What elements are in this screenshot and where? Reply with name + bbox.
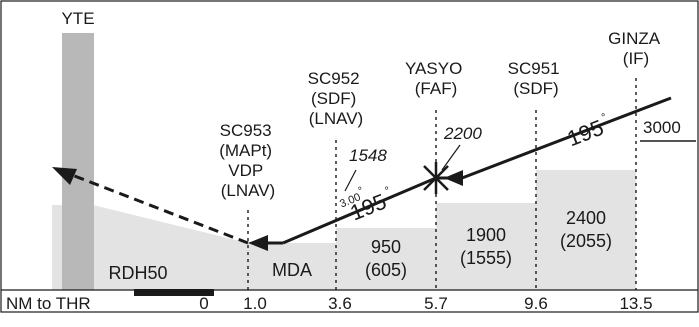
approach-arrowhead: [248, 235, 268, 251]
if-altitude: 3000: [643, 118, 681, 137]
yasyo-role-faf: (FAF): [415, 79, 458, 98]
faf-arrowhead: [444, 170, 463, 186]
sc952-role-sdf: (SDF): [311, 89, 356, 108]
step-1900-height: (1555): [460, 248, 512, 268]
sc953-name: SC953: [220, 121, 272, 140]
faf-cross-icon: [423, 162, 449, 194]
sc952-label: SC952 (SDF) (LNAV): [308, 69, 365, 128]
sc952-altitude-leader: [344, 169, 357, 192]
distance-tick-9-6: 9.6: [524, 294, 548, 313]
step-2400-alt: 2400: [566, 208, 606, 228]
rdh-label: RDH50: [108, 263, 167, 283]
step-2400-height: (2055): [560, 231, 612, 251]
ginza-name: GINZA: [608, 29, 661, 48]
sc951-name: SC951: [508, 59, 560, 78]
sc953-role-lnav: (LNAV): [221, 181, 275, 200]
terrain-slope-area: [52, 205, 248, 290]
yte-tower: [62, 33, 94, 290]
initial-course-degree: °: [600, 111, 608, 124]
step-950-area: [336, 228, 436, 290]
diagram-frame: [0, 0, 699, 313]
final-course-degree: °: [384, 185, 393, 198]
distance-tick-13-5: 13.5: [619, 294, 652, 313]
sc951-label: SC951 (SDF): [508, 59, 565, 98]
mda-segment-area: [248, 243, 336, 290]
yte-label: YTE: [61, 9, 94, 28]
glide-angle-degree: °: [357, 185, 366, 198]
final-course-group: 195 ° 3.00 °: [338, 185, 393, 226]
step-1900-area: [436, 203, 536, 290]
distance-scale-label: NM to THR: [6, 294, 91, 313]
sc951-role-sdf: (SDF): [513, 79, 558, 98]
missed-approach-arrowhead: [52, 167, 77, 185]
yasyo-name: YASYO: [405, 59, 462, 78]
sc953-role-mapt: (MAPt): [219, 141, 272, 160]
step-950-alt: 950: [371, 237, 401, 257]
sc953-label: SC953 (MAPt) VDP (LNAV): [219, 121, 277, 200]
sc952-name: SC952: [308, 69, 360, 88]
yasyo-label: YASYO (FAF): [405, 59, 467, 98]
distance-tick-5-7: 5.7: [424, 294, 448, 313]
step-1900-alt: 1900: [466, 225, 506, 245]
ginza-label: GINZA (IF): [608, 29, 664, 68]
sc952-role-lnav: (LNAV): [309, 109, 363, 128]
mda-label: MDA: [272, 260, 312, 280]
distance-tick-3-6: 3.6: [328, 294, 352, 313]
initial-course-group: 195 °: [564, 111, 609, 151]
runway-bar: [134, 289, 214, 296]
distance-tick-1-0: 1.0: [243, 294, 267, 313]
ginza-role-if: (IF): [623, 49, 649, 68]
step-2400-area: [536, 170, 636, 290]
yasyo-altitude-leader: [441, 144, 461, 171]
step-950-height: (605): [365, 260, 407, 280]
distance-tick-0: 0: [199, 294, 208, 313]
sc952-crossing-altitude: 1548: [349, 146, 387, 165]
initial-course: 195: [564, 115, 607, 151]
sc953-role-vdp: VDP: [228, 161, 263, 180]
yasyo-crossing-altitude: 2200: [443, 124, 482, 143]
